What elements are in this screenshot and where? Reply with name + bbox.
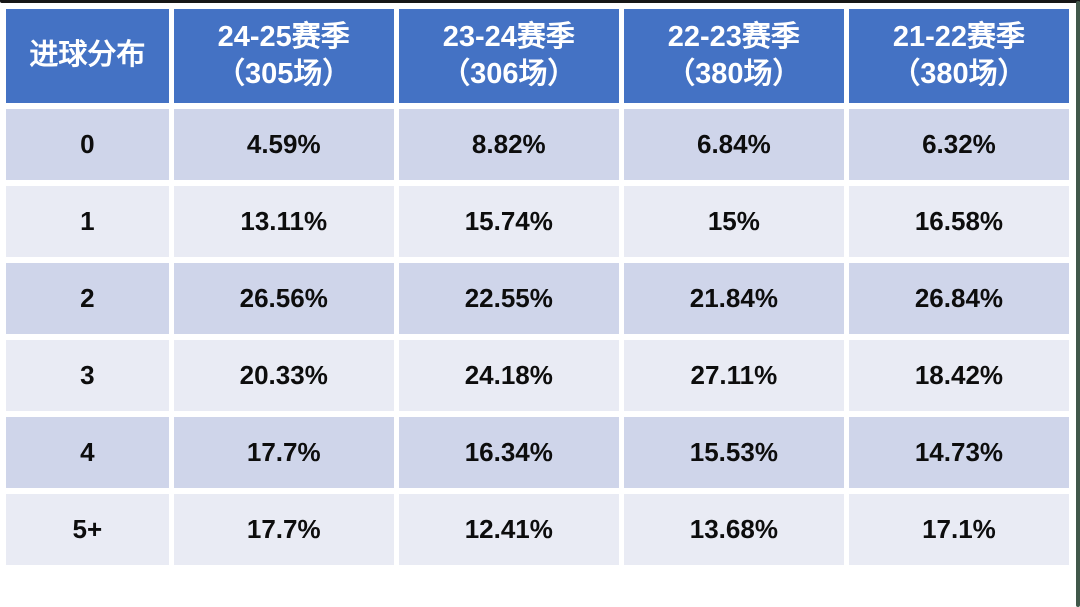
column-header-season-24-25: 24-25赛季 （305场）: [173, 9, 394, 103]
value-cell: 17.7%: [173, 494, 394, 565]
table-row-goals-1: 1 13.11% 15.74% 15% 16.58%: [6, 186, 1069, 257]
right-edge-line: [1076, 1, 1080, 607]
row-label: 5+: [6, 494, 169, 565]
value-cell: 21.84%: [623, 263, 844, 334]
value-cell: 17.1%: [848, 494, 1069, 565]
top-border-line: [0, 0, 1080, 3]
row-label: 2: [6, 263, 169, 334]
season-label: 21-22赛季: [892, 20, 1026, 53]
value-cell: 18.42%: [848, 340, 1069, 411]
value-cell: 8.82%: [398, 109, 619, 180]
table-row-goals-3: 3 20.33% 24.18% 27.11% 18.42%: [6, 340, 1069, 411]
value-cell: 17.7%: [173, 417, 394, 488]
header-label: 进球分布: [29, 39, 146, 72]
column-header-season-22-23: 22-23赛季 （380场）: [623, 9, 844, 103]
games-count-label: （305场）: [216, 58, 352, 90]
table-row-goals-4: 4 17.7% 16.34% 15.53% 14.73%: [6, 417, 1069, 488]
value-cell: 24.18%: [398, 340, 619, 411]
value-cell: 14.73%: [848, 417, 1069, 488]
season-label: 22-23赛季: [667, 20, 800, 53]
table-row-goals-2: 2 26.56% 22.55% 21.84% 26.84%: [6, 263, 1069, 334]
row-label: 1: [6, 186, 169, 257]
value-cell: 16.58%: [848, 186, 1069, 257]
value-cell: 15.53%: [623, 417, 844, 488]
games-count-label: （380场）: [891, 58, 1027, 90]
goal-distribution-table: 进球分布 24-25赛季 （305场） 23-24赛季 （306场） 22-23…: [1, 3, 1074, 571]
column-header-season-23-24: 23-24赛季 （306场）: [398, 9, 619, 103]
row-label: 4: [6, 417, 169, 488]
value-cell: 13.68%: [623, 494, 844, 565]
value-cell: 15.74%: [398, 186, 619, 257]
games-count-label: （380场）: [666, 58, 802, 90]
row-label: 0: [6, 109, 169, 180]
value-cell: 6.84%: [623, 109, 844, 180]
value-cell: 16.34%: [398, 417, 619, 488]
value-cell: 4.59%: [173, 109, 394, 180]
header-row: 进球分布 24-25赛季 （305场） 23-24赛季 （306场） 22-23…: [6, 9, 1069, 103]
column-header-season-21-22: 21-22赛季 （380场）: [848, 9, 1069, 103]
table-row-goals-0: 0 4.59% 8.82% 6.84% 6.32%: [6, 109, 1069, 180]
season-label: 23-24赛季: [442, 20, 575, 53]
value-cell: 26.56%: [173, 263, 394, 334]
value-cell: 26.84%: [848, 263, 1069, 334]
row-label: 3: [6, 340, 169, 411]
value-cell: 15%: [623, 186, 844, 257]
column-header-goal-distribution: 进球分布: [6, 9, 169, 103]
table-row-goals-5plus: 5+ 17.7% 12.41% 13.68% 17.1%: [6, 494, 1069, 565]
value-cell: 20.33%: [173, 340, 394, 411]
value-cell: 27.11%: [623, 340, 844, 411]
value-cell: 6.32%: [848, 109, 1069, 180]
season-label: 24-25赛季: [217, 20, 350, 53]
value-cell: 13.11%: [173, 186, 394, 257]
value-cell: 22.55%: [398, 263, 619, 334]
value-cell: 12.41%: [398, 494, 619, 565]
games-count-label: （306场）: [441, 58, 577, 90]
